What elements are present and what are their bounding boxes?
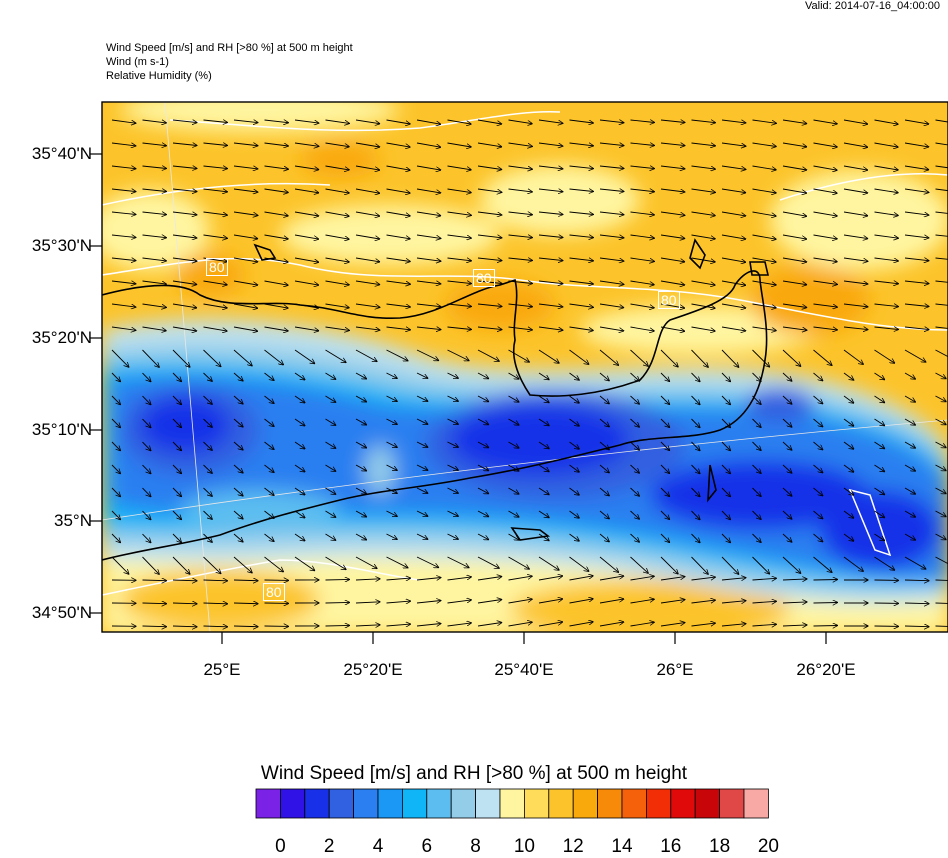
wind-arrow	[814, 580, 838, 581]
colorbar-swatch	[646, 789, 670, 818]
wind-arrow	[326, 602, 350, 603]
contour-label: 80	[206, 258, 228, 276]
colorbar-tick-label: 14	[611, 836, 632, 858]
colorbar-tick-label: 0	[275, 836, 286, 858]
colorbar-swatch	[500, 789, 524, 818]
colorbar-tick-label: 16	[660, 836, 681, 858]
colorbar-swatch	[720, 789, 744, 818]
lat-label: 35°40'N	[32, 144, 92, 164]
colorbar-swatch	[305, 789, 329, 818]
colorbar-swatch	[354, 789, 378, 818]
colorbar-tick-label: 6	[422, 836, 433, 858]
lon-label: 26°20'E	[796, 660, 855, 680]
colorbar	[256, 789, 768, 818]
colorbar-swatch	[378, 789, 402, 818]
colorbar-tick-label: 20	[758, 836, 779, 858]
lon-label: 25°20'E	[343, 660, 402, 680]
lat-label: 35°10'N	[32, 420, 92, 440]
colorbar-tick-label: 18	[709, 836, 730, 858]
colorbar-swatch	[524, 789, 548, 818]
lon-label: 26°E	[656, 660, 693, 680]
wind-arrow	[326, 579, 350, 580]
colorbar-swatch	[671, 789, 695, 818]
colorbar-swatch	[451, 789, 475, 818]
colorbar-swatch	[622, 789, 646, 818]
contour-label: 80	[263, 583, 285, 601]
contour-label: 80	[658, 291, 680, 309]
colorbar-swatch	[598, 789, 622, 818]
colorbar-tick-label: 8	[470, 836, 481, 858]
colorbar-swatch	[256, 789, 280, 818]
lat-label: 35°30'N	[32, 236, 92, 256]
colorbar-swatch	[280, 789, 304, 818]
wind-arrow	[814, 603, 838, 604]
contour-label: 80	[473, 269, 495, 287]
lat-label: 35°N	[54, 511, 92, 531]
colorbar-swatch	[329, 789, 353, 818]
colorbar-tick-label: 2	[324, 836, 335, 858]
lat-label: 34°50'N	[32, 603, 92, 623]
colorbar-swatch	[402, 789, 426, 818]
wind-arrow	[814, 626, 838, 627]
colorbar-tick-label: 12	[563, 836, 584, 858]
colorbar-swatch	[549, 789, 573, 818]
lon-label: 25°40'E	[494, 660, 553, 680]
lat-label: 35°20'N	[32, 328, 92, 348]
colorbar-tick-label: 10	[514, 836, 535, 858]
colorbar-swatch	[744, 789, 768, 818]
colorbar-swatch	[573, 789, 597, 818]
lon-label: 25°E	[203, 660, 240, 680]
colorbar-tick-label: 4	[373, 836, 384, 858]
colorbar-swatch	[695, 789, 719, 818]
wind-speed-field	[90, 88, 948, 640]
colorbar-swatch	[476, 789, 500, 818]
colorbar-swatch	[427, 789, 451, 818]
wind-arrow	[326, 625, 350, 626]
colorbar-title: Wind Speed [m/s] and RH [>80 %] at 500 m…	[0, 763, 948, 785]
